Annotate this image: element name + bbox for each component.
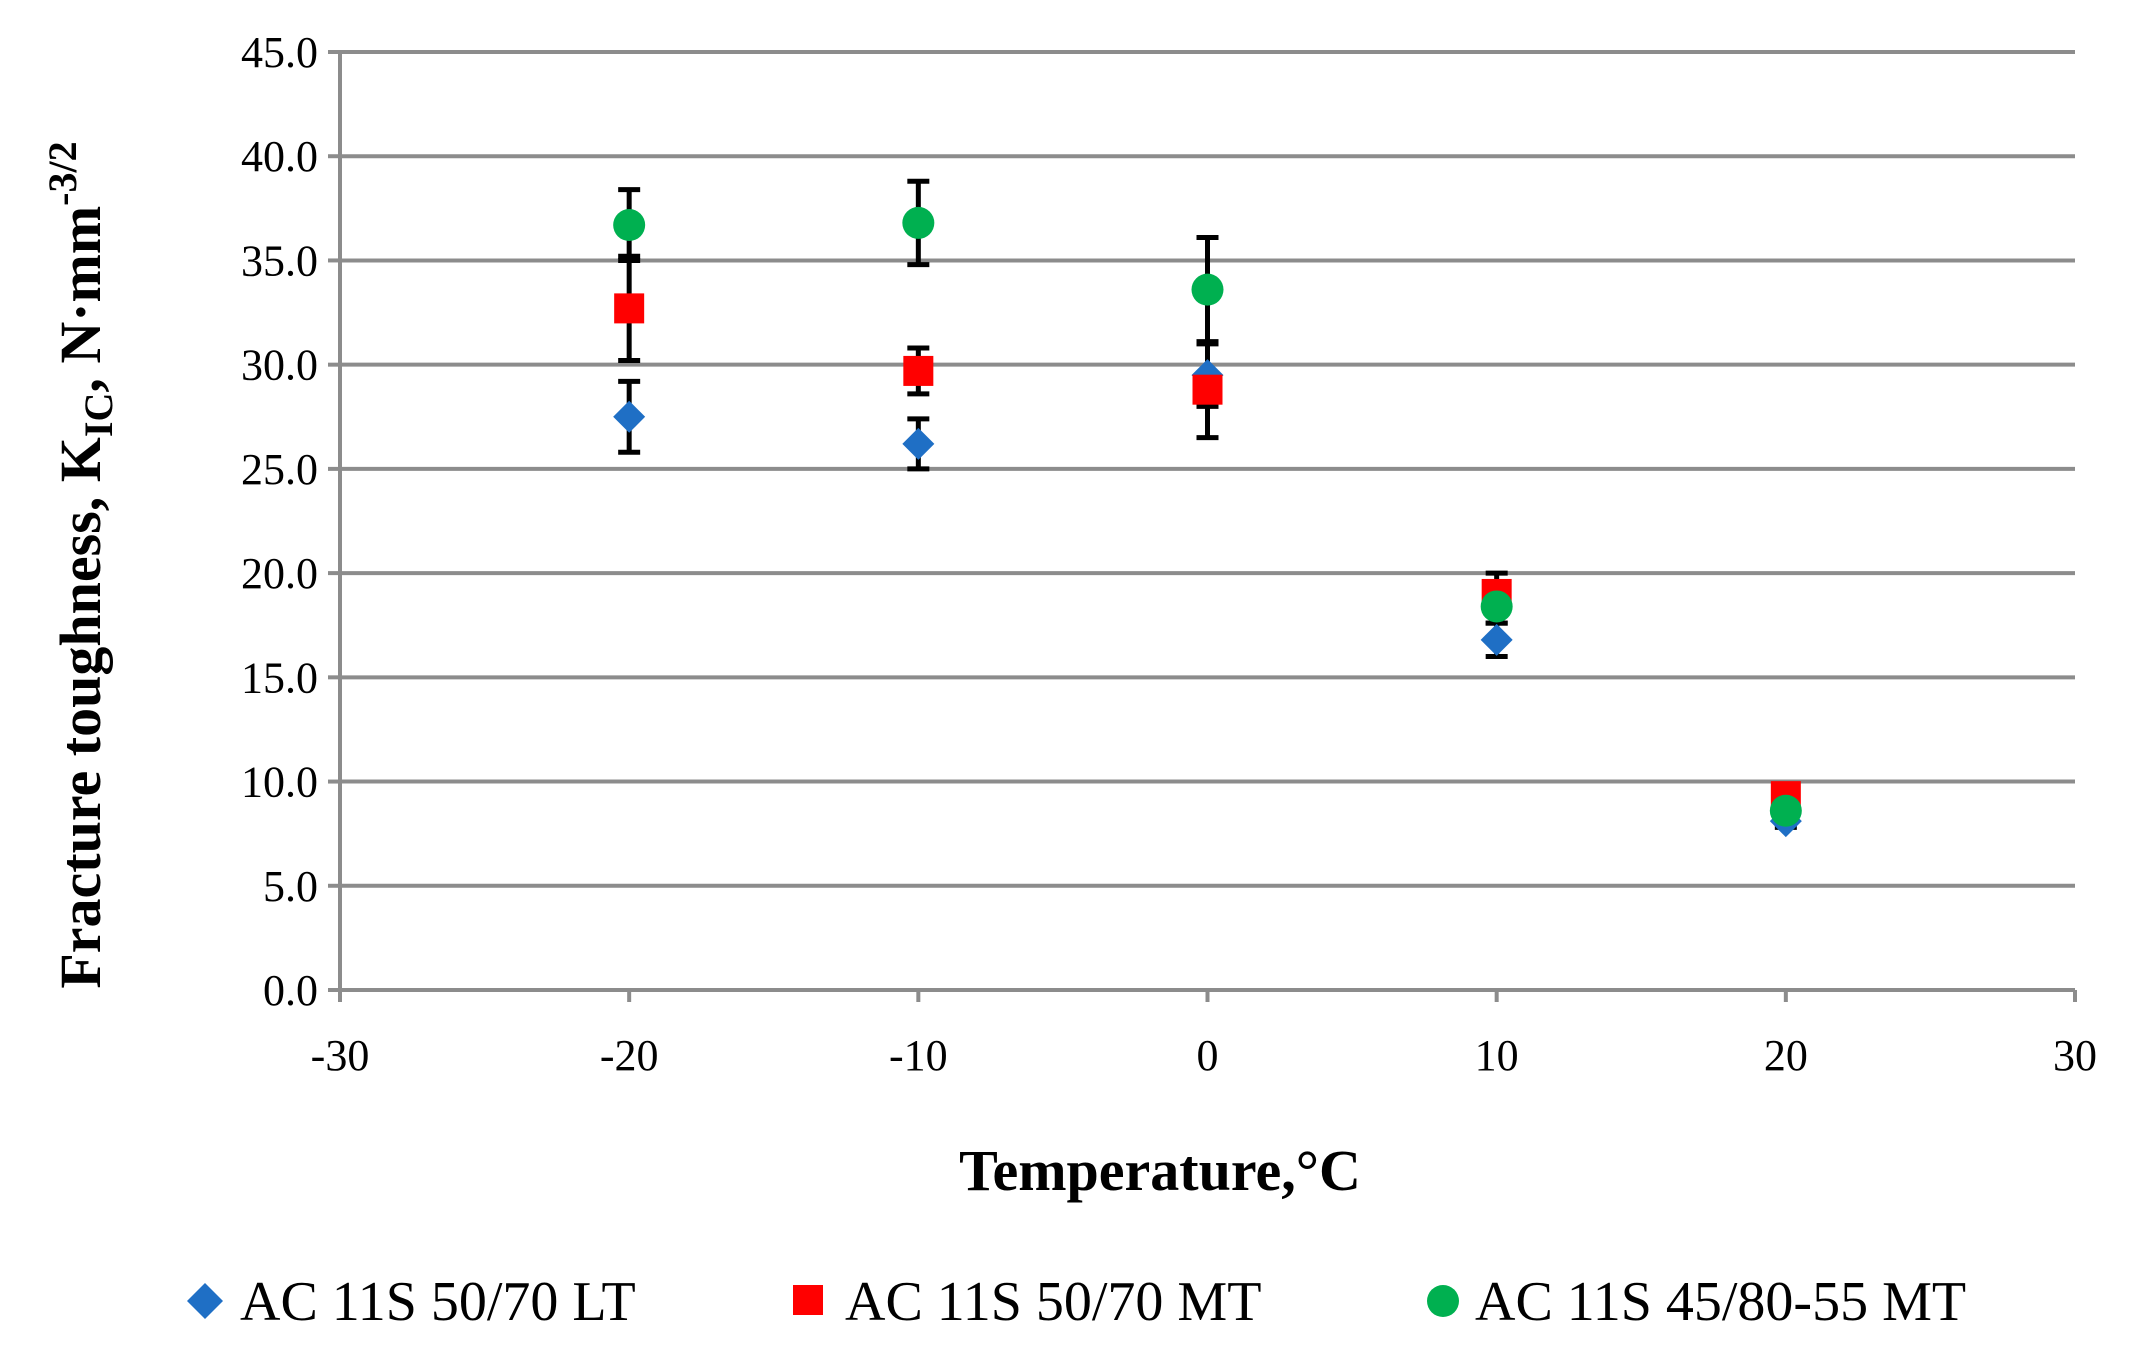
data-point-diamond	[1480, 623, 1513, 656]
y-axis-title-subscript: IC	[76, 393, 121, 437]
y-tick-label: 15.0	[241, 653, 318, 702]
y-tick-label: 10.0	[241, 758, 318, 807]
y-tick-label: 5.0	[263, 862, 318, 911]
data-point-circle	[902, 206, 935, 239]
data-point-diamond	[902, 427, 935, 460]
legend-item: AC 11S 50/70 LT	[187, 1271, 636, 1333]
legend-item: AC 11S 45/80-55 MT	[1427, 1271, 1966, 1333]
data-point-square	[903, 355, 934, 386]
data-point-diamond	[613, 400, 646, 433]
legend-diamond-marker	[187, 1283, 223, 1319]
y-tick-label: 20.0	[241, 549, 318, 598]
y-tick-label: 40.0	[241, 132, 318, 181]
legend-circle-marker	[1427, 1285, 1459, 1317]
x-tick-label: -20	[600, 1031, 659, 1080]
data-point-circle	[1480, 590, 1513, 623]
y-tick-label: 30.0	[241, 341, 318, 390]
tick-labels: 0.0 5.0 10.0 15.0 20.0 25.0 30.0 35.0 40.0 45.0 -3…	[241, 28, 2097, 1080]
legend-label: AC 11S 50/70 MT	[845, 1271, 1261, 1333]
x-tick-label: 30	[2053, 1031, 2097, 1080]
legend-label: AC 11S 50/70 LT	[240, 1271, 636, 1333]
y-tick-label: 35.0	[241, 236, 318, 285]
data-point-square	[614, 293, 645, 324]
x-tick-label: -30	[311, 1031, 370, 1080]
y-tick-label: 25.0	[241, 445, 318, 494]
x-tick-label: 20	[1764, 1031, 1808, 1080]
x-tick-label: -10	[889, 1031, 948, 1080]
legend: AC 11S 50/70 LT AC 11S 50/70 MT AC 11S 4…	[187, 1271, 1966, 1333]
data-point-circle	[1769, 794, 1802, 827]
y-axis-title: Fracture toughness, KIC, N·mm-3/2	[40, 141, 121, 988]
y-axis-title-main: Fracture toughness, K	[48, 437, 113, 989]
axes	[328, 50, 2077, 1002]
data-point-square	[1192, 374, 1223, 405]
data-points	[613, 206, 1802, 838]
x-axis-title: Temperature,°C	[959, 1138, 1361, 1203]
x-tick-label: 0	[1197, 1031, 1219, 1080]
x-tick-label: 10	[1475, 1031, 1519, 1080]
legend-item: AC 11S 50/70 MT	[793, 1271, 1261, 1333]
legend-square-marker	[793, 1285, 823, 1315]
y-axis-title-unit: , N·mm	[48, 206, 113, 393]
y-tick-label: 45.0	[241, 28, 318, 77]
data-point-circle	[1191, 273, 1224, 306]
legend-label: AC 11S 45/80-55 MT	[1475, 1271, 1966, 1333]
y-tick-label: 0.0	[263, 966, 318, 1015]
y-axis-title-superscript: -3/2	[40, 141, 85, 205]
data-point-circle	[613, 209, 646, 242]
